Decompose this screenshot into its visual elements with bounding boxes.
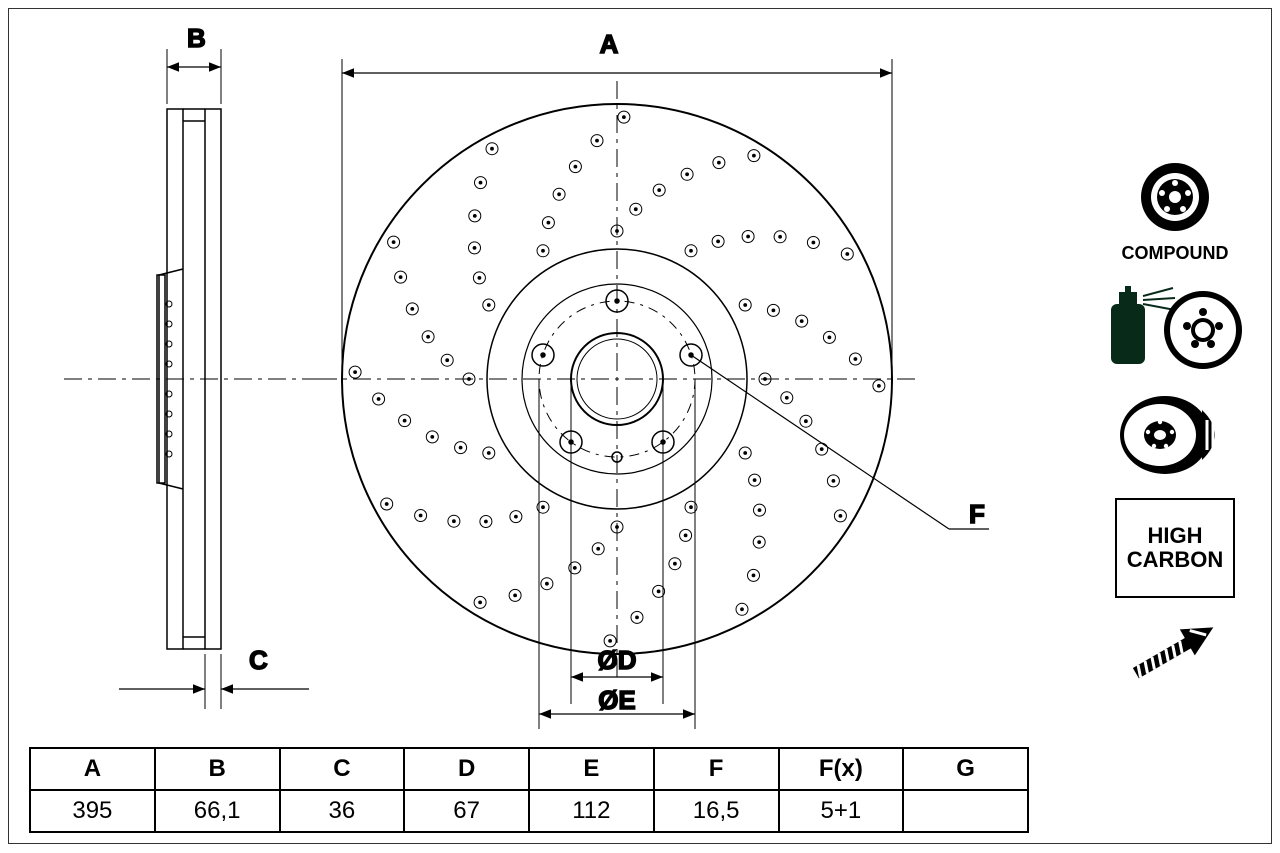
feature-icons: COMPOUND bbox=[1095, 159, 1255, 706]
compound-icon bbox=[1130, 159, 1220, 239]
technical-drawing: B C bbox=[9, 9, 1273, 754]
table-cell: 36 bbox=[280, 790, 405, 832]
feature-coated bbox=[1105, 282, 1245, 372]
table-cell: 66,1 bbox=[155, 790, 280, 832]
high-carbon-label: HIGHCARBON bbox=[1127, 524, 1224, 572]
table-cell bbox=[903, 790, 1028, 832]
dim-d-label: ØD bbox=[598, 645, 637, 675]
table-header: D bbox=[404, 748, 529, 790]
dim-f-label: F bbox=[969, 499, 985, 529]
dim-b-label: B bbox=[187, 23, 206, 53]
front-view: A F ØD ØE bbox=[319, 29, 989, 729]
dimension-table: ABCDEFF(x)G 39566,1366711216,55+1 bbox=[29, 747, 1029, 833]
feature-compound: COMPOUND bbox=[1122, 159, 1229, 264]
table-header: B bbox=[155, 748, 280, 790]
dim-c-label: C bbox=[249, 645, 268, 675]
vented-icon bbox=[1110, 390, 1240, 480]
coated-icon bbox=[1105, 282, 1245, 372]
table-header: E bbox=[529, 748, 654, 790]
table-header: F bbox=[654, 748, 779, 790]
table-header: G bbox=[903, 748, 1028, 790]
table-cell: 112 bbox=[529, 790, 654, 832]
high-carbon-box: HIGHCARBON bbox=[1115, 498, 1235, 598]
table-header: F(x) bbox=[779, 748, 904, 790]
table-cell: 5+1 bbox=[779, 790, 904, 832]
table-cell: 67 bbox=[404, 790, 529, 832]
screw-icon bbox=[1115, 616, 1235, 706]
table-header: A bbox=[30, 748, 155, 790]
compound-label: COMPOUND bbox=[1122, 243, 1229, 264]
feature-vented bbox=[1110, 390, 1240, 480]
dim-e-label: ØE bbox=[598, 685, 636, 715]
side-view: B C bbox=[64, 23, 319, 709]
table-header: C bbox=[280, 748, 405, 790]
table-cell: 16,5 bbox=[654, 790, 779, 832]
dim-a-label: A bbox=[600, 29, 619, 59]
table-cell: 395 bbox=[30, 790, 155, 832]
feature-screw bbox=[1115, 616, 1235, 706]
